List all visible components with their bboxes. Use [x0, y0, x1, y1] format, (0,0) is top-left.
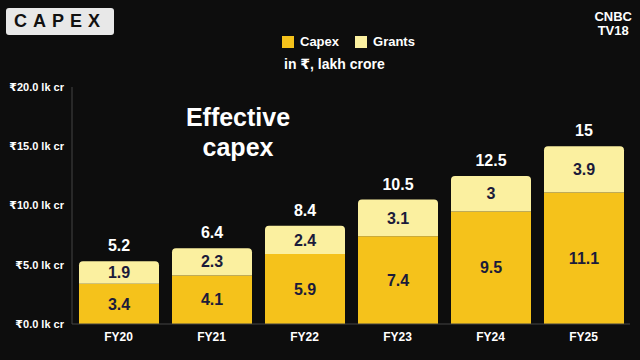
html-text:CAPEX: CAPEX — [14, 11, 106, 31]
svg-text:12.5: 12.5 — [475, 152, 506, 169]
svg-text:8.4: 8.4 — [294, 202, 316, 219]
svg-text:FY20: FY20 — [104, 330, 133, 344]
svg-text:₹20.0 lk cr: ₹20.0 lk cr — [9, 81, 64, 93]
svg-text:6.4: 6.4 — [201, 224, 223, 241]
svg-text:2.4: 2.4 — [294, 232, 316, 249]
svg-text:FY21: FY21 — [197, 330, 226, 344]
svg-text:₹15.0 lk cr: ₹15.0 lk cr — [9, 140, 64, 152]
svg-text:2.3: 2.3 — [201, 253, 223, 270]
html-text:Grants: Grants — [373, 34, 415, 49]
svg-text:15: 15 — [575, 122, 593, 139]
html-text:Capex: Capex — [300, 34, 339, 49]
svg-text:3.1: 3.1 — [387, 210, 409, 227]
svg-text:FY24: FY24 — [476, 330, 505, 344]
svg-text:4.1: 4.1 — [201, 291, 223, 308]
svg-text:₹10.0 lk cr: ₹10.0 lk cr — [9, 199, 64, 211]
svg-text:₹5.0 lk cr: ₹5.0 lk cr — [15, 259, 64, 271]
html-text:Effective capex: Effective capex — [185, 103, 291, 161]
svg-text:10.5: 10.5 — [382, 176, 413, 193]
html-text:in ₹, lakh crore: in ₹, lakh crore — [284, 56, 385, 72]
svg-text:11.1: 11.1 — [569, 250, 599, 267]
html-text:CNBC: CNBC — [594, 9, 632, 24]
svg-text:5.9: 5.9 — [294, 281, 316, 298]
svg-text:5.2: 5.2 — [108, 237, 130, 254]
svg-text:7.4: 7.4 — [387, 272, 409, 289]
svg-text:FY23: FY23 — [383, 330, 412, 344]
html-text:TV18: TV18 — [597, 23, 629, 38]
svg-text:3.9: 3.9 — [573, 161, 595, 178]
svg-text:1.9: 1.9 — [108, 264, 130, 281]
svg-text:₹0.0 lk cr: ₹0.0 lk cr — [15, 318, 64, 330]
svg-text:9.5: 9.5 — [480, 259, 502, 276]
svg-text:FY22: FY22 — [290, 330, 319, 344]
svg-text:3.4: 3.4 — [108, 296, 130, 313]
svg-text:3: 3 — [487, 185, 496, 202]
svg-text:FY25: FY25 — [569, 330, 598, 344]
